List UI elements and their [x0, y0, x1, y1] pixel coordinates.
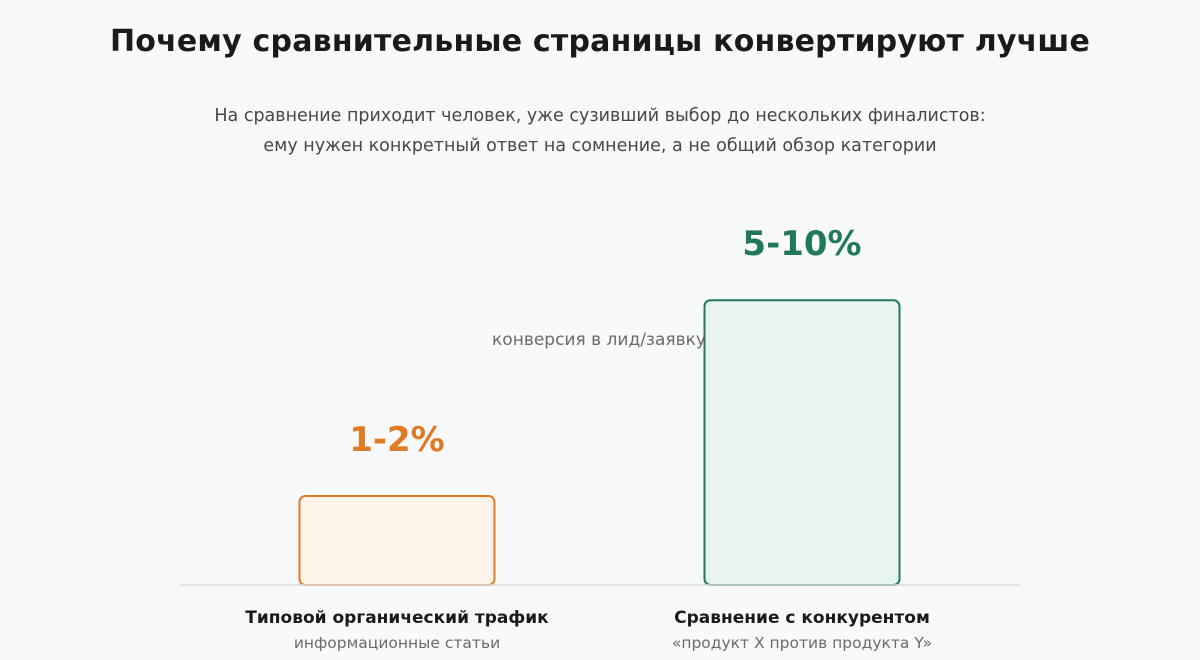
chart-subtitle: На сравнение приходит человек, уже сузив… — [0, 101, 1200, 161]
chart-title: Почему сравнительные страницы конвертиру… — [109, 24, 1091, 59]
metric-label: конверсия в лид/заявку — [492, 330, 706, 350]
category-label-1: Типовой органический трафик — [245, 608, 549, 628]
category-sublabel-1: информационные статьи — [294, 634, 500, 652]
category-sublabel-2: «продукт X против продукта Y» — [672, 634, 932, 652]
bar-value-label-2: 5-10% — [742, 224, 861, 264]
bar-value-label-1: 1-2% — [349, 420, 445, 460]
subtitle-line-2: ему нужен конкретный ответ на сомнение, … — [263, 136, 937, 156]
category-label-2: Сравнение с конкурентом — [674, 608, 930, 628]
subtitle-line-1: На сравнение приходит человек, уже сузив… — [214, 106, 986, 126]
bar-2 — [703, 299, 901, 586]
bar-1 — [298, 495, 496, 586]
